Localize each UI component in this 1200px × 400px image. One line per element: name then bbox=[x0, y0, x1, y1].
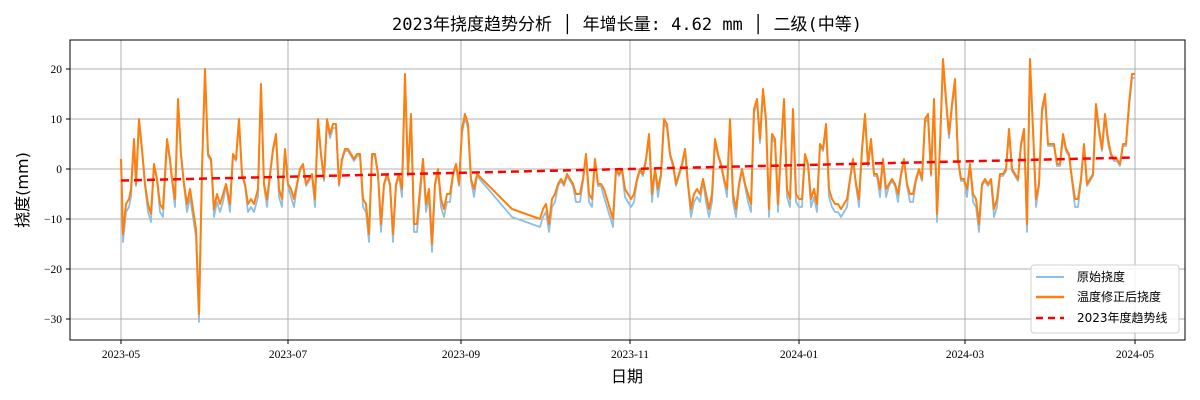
y-axis-ticks: 20 10 0 −10 −20 −30 bbox=[44, 64, 70, 326]
legend-trend-label: 2023年度趋势线 bbox=[1077, 310, 1168, 325]
x-tick-label: 2023-07 bbox=[269, 349, 308, 361]
y-tick-label: −30 bbox=[44, 314, 62, 326]
x-axis-label: 日期 bbox=[611, 367, 643, 386]
x-tick-label: 2023-11 bbox=[611, 349, 649, 361]
trend-line bbox=[120, 156, 1136, 182]
plot-frame bbox=[69, 39, 1186, 341]
legend: 原始挠度 温度修正后挠度 2023年度趋势线 bbox=[1030, 264, 1180, 334]
legend-corrected-label: 温度修正后挠度 bbox=[1077, 289, 1161, 304]
x-tick-label: 2024-03 bbox=[946, 349, 985, 361]
chart-title: 2023年挠度趋势分析 │ 年增长量: 4.62 mm │ 二级(中等) bbox=[392, 14, 862, 35]
y-tick-label: 0 bbox=[56, 164, 62, 176]
corrected-deflection-line bbox=[120, 58, 1135, 315]
x-tick-label: 2023-09 bbox=[442, 349, 481, 361]
x-tick-label: 2023-05 bbox=[102, 349, 141, 361]
x-tick-label: 2024-01 bbox=[780, 349, 819, 361]
y-axis-label: 挠度(mm) bbox=[13, 152, 32, 228]
legend-raw-label: 原始挠度 bbox=[1077, 269, 1125, 284]
y-tick-label: 10 bbox=[51, 114, 63, 126]
plot-lines bbox=[120, 58, 1136, 323]
x-axis-ticks: 2023-05 2023-07 2023-09 2023-11 2024-01 2024-… bbox=[102, 340, 1155, 361]
legend-box bbox=[1030, 264, 1180, 334]
y-tick-label: 20 bbox=[51, 64, 63, 76]
y-tick-label: −10 bbox=[44, 214, 62, 226]
grid-lines bbox=[70, 40, 1185, 340]
x-tick-label: 2024-05 bbox=[1116, 349, 1155, 361]
y-tick-label: −20 bbox=[44, 264, 62, 276]
